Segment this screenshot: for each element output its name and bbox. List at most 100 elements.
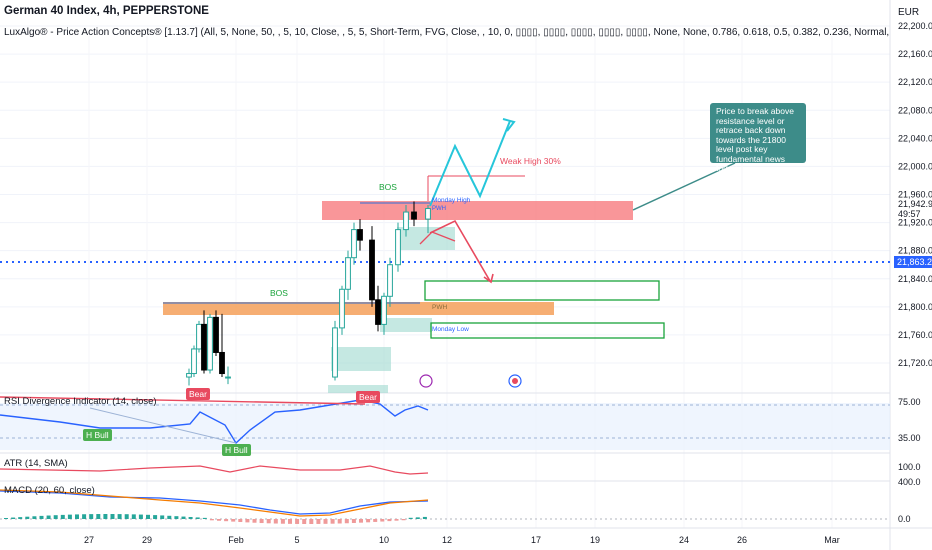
macd-bar	[160, 515, 165, 519]
fvg-zone	[331, 347, 391, 371]
last-price: 21,942.9	[898, 199, 932, 209]
candle	[207, 316, 213, 371]
resistance-zone	[163, 302, 554, 315]
macd-bar	[96, 514, 101, 519]
candle	[345, 257, 351, 290]
time-tick: 19	[590, 535, 600, 545]
macd-bar	[288, 519, 292, 524]
macd-bar	[32, 516, 37, 519]
macd-bar	[373, 519, 378, 522]
candle	[332, 327, 338, 378]
macd-bar	[252, 519, 257, 523]
macd-bar	[202, 517, 207, 519]
time-tick: 24	[679, 535, 689, 545]
price-tick: 22,120.0	[898, 77, 932, 87]
price-tick: 21,840.0	[898, 274, 932, 284]
macd-bar	[408, 517, 413, 519]
candle	[369, 239, 375, 301]
price-tick: 21,760.0	[898, 330, 932, 340]
price-tick: 22,080.0	[898, 105, 932, 115]
candles	[186, 201, 431, 386]
macd-bar	[25, 516, 30, 519]
candle	[339, 288, 345, 329]
event-icon[interactable]	[419, 374, 433, 388]
projection-up	[429, 120, 511, 207]
rsi-band	[0, 403, 890, 450]
macd-bar	[188, 516, 193, 519]
atr-legend[interactable]: ATR (14, SMA)	[4, 458, 68, 469]
macd-bar	[153, 515, 158, 519]
candle	[425, 208, 431, 220]
indicator-legend[interactable]: LuxAlgo® - Price Action Concepts® [1.13.…	[4, 27, 890, 38]
candle	[213, 316, 219, 353]
bos-label-lower: BOS	[270, 288, 288, 298]
macd-bar	[295, 519, 300, 524]
macd-bar	[110, 514, 115, 519]
price-tick: 21,800.0	[898, 302, 932, 312]
bos-label-upper: BOS	[379, 182, 397, 192]
macd-bar	[131, 514, 136, 519]
macd-bar	[359, 519, 363, 523]
projection-down-arrow	[483, 273, 494, 284]
macd-bar	[181, 516, 186, 519]
macd-bar	[174, 516, 179, 519]
candle	[351, 229, 357, 259]
time-tick: 26	[737, 535, 747, 545]
bear-divergence-line	[0, 396, 366, 405]
macd-legend[interactable]: MACD (20, 60, close)	[4, 485, 95, 496]
price-tick: 21,720.0	[898, 358, 932, 368]
time-tick: Feb	[228, 535, 244, 545]
currency-label[interactable]: EUR	[898, 7, 920, 18]
macd-bar	[231, 519, 236, 522]
candle	[387, 264, 393, 297]
price-axis[interactable]: 22,200.0 22,160.0 22,120.0 22,080.0 22,040.0…	[898, 21, 932, 368]
fvg-zone	[328, 385, 388, 393]
macd-bar	[67, 514, 72, 519]
event-icon-dot	[512, 378, 518, 384]
weak-high-label: Weak High 30%	[500, 156, 561, 166]
macd-bar	[259, 519, 264, 524]
pwh-lower-label: PWH	[432, 304, 447, 311]
macd-bar	[351, 519, 356, 523]
time-tick: 5	[294, 535, 299, 545]
macd-bar	[89, 514, 94, 519]
projection-down	[429, 219, 491, 282]
macd-bar	[46, 515, 51, 519]
candle	[395, 229, 401, 266]
candle	[196, 323, 202, 350]
analysis-note[interactable]: Price to break above resistance level or…	[710, 103, 806, 173]
time-tick: Mar	[824, 535, 840, 545]
time-tick: 12	[442, 535, 452, 545]
macd-bar	[273, 519, 278, 524]
time-axis[interactable]: 27 29 Feb 5 10 12 17 19 24 26 Mar	[84, 535, 840, 545]
macd-bar	[209, 519, 214, 521]
macd-bar	[217, 519, 221, 521]
macd-bar	[280, 519, 285, 524]
macd-bar	[309, 519, 314, 524]
monday-low-label: Monday Low	[432, 326, 469, 333]
current-price-badge: 21,863.2	[894, 256, 932, 268]
macd-bar	[75, 514, 79, 519]
macd-bar	[302, 519, 307, 524]
price-tick: 21,920.0	[898, 218, 932, 228]
demand-box	[424, 280, 660, 301]
macd-bar	[18, 517, 23, 519]
macd-tick: 400.0	[898, 477, 921, 487]
macd-bar	[415, 517, 420, 519]
bear-tag: Bear	[356, 391, 380, 403]
macd-bar	[39, 515, 44, 519]
macd-bar	[422, 516, 427, 519]
macd-histogram	[4, 514, 427, 524]
signal-line	[0, 489, 429, 517]
price-tick: 22,000.0	[898, 161, 932, 171]
price-tick: 22,200.0	[898, 21, 932, 31]
price-tick: 22,160.0	[898, 49, 932, 59]
candle	[403, 211, 409, 231]
macd-bar	[316, 519, 321, 524]
rsi-legend[interactable]: RSI Divergence Indicator (14, close)	[4, 396, 157, 407]
event-icon[interactable]	[508, 374, 522, 388]
macd-bar	[323, 519, 328, 524]
macd-bar	[146, 514, 150, 519]
chart-title: German 40 Index, 4h, PEPPERSTONE	[4, 5, 209, 17]
